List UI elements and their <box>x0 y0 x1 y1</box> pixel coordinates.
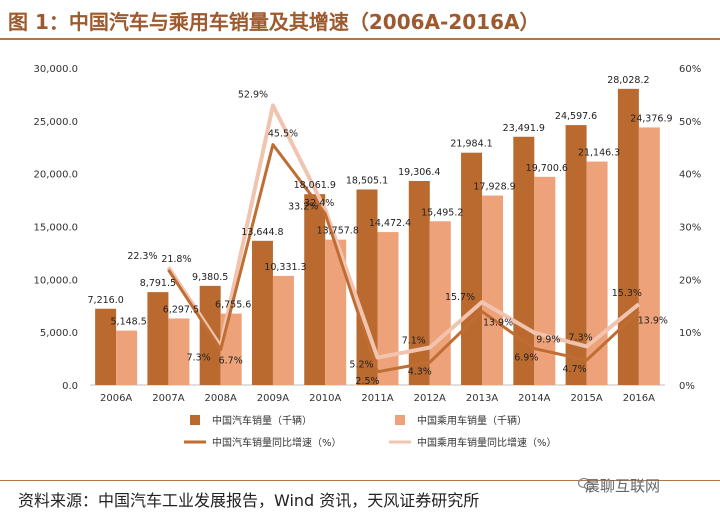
bar-passenger-sales <box>168 318 190 385</box>
line-passenger-growth-label: 7.1% <box>402 335 426 346</box>
bar-passenger-value-label: 24,376.9 <box>630 113 672 124</box>
legend-swatch <box>395 415 405 425</box>
bar-auto-sales <box>304 194 326 385</box>
line-passenger-growth-label: 15.7% <box>445 292 475 303</box>
x-tick-label: 2007A <box>152 393 184 404</box>
x-tick-label: 2013A <box>466 393 498 404</box>
bar-passenger-value-label: 14,472.4 <box>369 218 411 229</box>
x-tick-label: 2010A <box>309 393 341 404</box>
bar-auto-sales <box>251 240 273 385</box>
line-auto-growth-label: 21.8% <box>161 254 191 265</box>
y-left-tick-label: 25,000.0 <box>33 117 78 128</box>
bar-auto-sales <box>147 292 169 385</box>
page-title: 图 1：中国汽车与乘用车销量及其增速（2006A-2016A） <box>8 10 540 34</box>
x-tick-label: 2009A <box>257 393 289 404</box>
bar-auto-value-label: 18,061.9 <box>294 180 336 191</box>
bar-auto-value-label: 19,306.4 <box>398 167 440 178</box>
bar-auto-sales <box>617 88 639 385</box>
y-left-tick-label: 30,000.0 <box>33 64 78 75</box>
y-left-tick-label: 20,000.0 <box>33 170 78 181</box>
legend-label: 中国乘用车销量（千辆） <box>417 414 527 427</box>
y-right-tick-label: 10% <box>679 328 701 339</box>
bar-passenger-value-label: 6,297.5 <box>163 304 199 315</box>
x-tick-label: 2014A <box>518 393 550 404</box>
bar-passenger-sales <box>377 232 399 385</box>
bar-passenger-value-label: 19,700.6 <box>526 163 568 174</box>
y-left-tick-label: 10,000.0 <box>33 275 78 286</box>
bar-auto-value-label: 23,491.9 <box>503 123 545 134</box>
line-auto-growth-label: 2.5% <box>355 376 379 387</box>
title-divider <box>0 38 720 40</box>
legend-label: 中国汽车销量同比增速（%） <box>212 436 342 449</box>
line-passenger-growth-label: 52.9% <box>238 90 268 101</box>
line-auto-growth <box>167 143 640 374</box>
y-right-tick-label: 20% <box>679 275 701 286</box>
y-left-tick-label: 5,000.0 <box>40 328 78 339</box>
bar-auto-value-label: 24,597.6 <box>555 111 597 122</box>
source-note: 资料来源：中国汽车工业发展报告，Wind 资讯，天风证券研究所 <box>18 491 480 510</box>
x-tick-label: 2006A <box>100 393 132 404</box>
bar-auto-value-label: 8,791.5 <box>140 278 176 289</box>
x-tick-label: 2015A <box>570 393 602 404</box>
x-tick-label: 2008A <box>205 393 237 404</box>
bar-auto-sales <box>408 180 430 385</box>
legend-label: 中国汽车销量（千辆） <box>212 414 312 427</box>
line-passenger-growth-label: 15.3% <box>612 288 642 299</box>
bar-auto-sales <box>565 125 587 385</box>
bar-passenger-value-label: 6,755.6 <box>215 300 251 311</box>
bar-passenger-value-label: 5,148.5 <box>111 317 147 328</box>
line-auto-growth-label: 45.5% <box>268 129 298 140</box>
x-tick-label: 2016A <box>623 393 655 404</box>
bar-auto-value-label: 28,028.2 <box>607 75 649 86</box>
watermark: 晨聊互联网 <box>585 477 661 495</box>
y-right-tick-label: 60% <box>679 64 701 75</box>
y-left-tick-label: 15,000.0 <box>33 223 78 234</box>
line-passenger-growth <box>166 103 641 360</box>
bar-auto-sales <box>356 189 378 385</box>
line-auto-growth-label: 32.4% <box>304 198 334 209</box>
line-passenger-growth-label: 22.3% <box>127 251 157 262</box>
line-passenger-growth-label: 7.3% <box>569 332 593 343</box>
line-passenger-growth-label: 33.2% <box>288 202 318 213</box>
y-right-tick-label: 30% <box>679 223 701 234</box>
bar-passenger-sales <box>272 275 294 385</box>
bar-passenger-sales <box>325 239 347 385</box>
line-auto-growth-label: 6.9% <box>514 353 538 364</box>
wechat-icon <box>577 476 595 495</box>
footer-divider <box>0 480 720 481</box>
y-right-tick-label: 40% <box>679 170 701 181</box>
legend-label: 中国乘用车销量同比增速（%） <box>417 436 557 449</box>
line-auto-growth-label: 4.7% <box>563 364 587 375</box>
line-auto-growth-label: 6.7% <box>219 356 243 367</box>
bar-passenger-sales <box>586 161 608 385</box>
legend-swatch <box>190 415 200 425</box>
bar-passenger-value-label: 15,495.2 <box>421 207 463 218</box>
bar-passenger-value-label: 13,757.8 <box>317 226 359 237</box>
x-tick-label: 2011A <box>361 393 393 404</box>
bar-auto-value-label: 7,216.0 <box>88 295 124 306</box>
line-passenger-growth-label: 7.3% <box>187 352 211 363</box>
line-auto-growth-label: 13.9% <box>638 316 668 327</box>
line-passenger-growth-label: 5.2% <box>349 360 373 371</box>
bar-auto-value-label: 9,380.5 <box>192 272 228 283</box>
y-left-tick-label: 0.0 <box>62 381 78 392</box>
bar-auto-sales <box>95 308 117 385</box>
y-right-tick-label: 0% <box>679 381 695 392</box>
bar-auto-value-label: 13,644.8 <box>241 227 283 238</box>
line-auto-growth-label: 13.9% <box>483 318 513 329</box>
bar-auto-value-label: 21,984.1 <box>450 139 492 150</box>
bar-passenger-sales <box>482 195 504 385</box>
x-tick-label: 2012A <box>414 393 446 404</box>
bar-passenger-value-label: 17,928.9 <box>473 182 515 193</box>
bar-passenger-sales <box>638 127 660 386</box>
line-auto-growth-label: 4.3% <box>408 366 432 377</box>
bar-passenger-value-label: 21,146.3 <box>578 148 620 159</box>
bar-passenger-sales <box>116 330 138 385</box>
line-passenger-growth-label: 9.9% <box>536 335 560 346</box>
chart: 0.0 5,000.0 10,000.0 15,000.0 20,000.0 25,000… <box>33 64 701 449</box>
bar-auto-value-label: 18,505.1 <box>346 175 388 186</box>
bar-passenger-value-label: 10,331.3 <box>264 262 306 273</box>
y-right-tick-label: 50% <box>679 117 701 128</box>
